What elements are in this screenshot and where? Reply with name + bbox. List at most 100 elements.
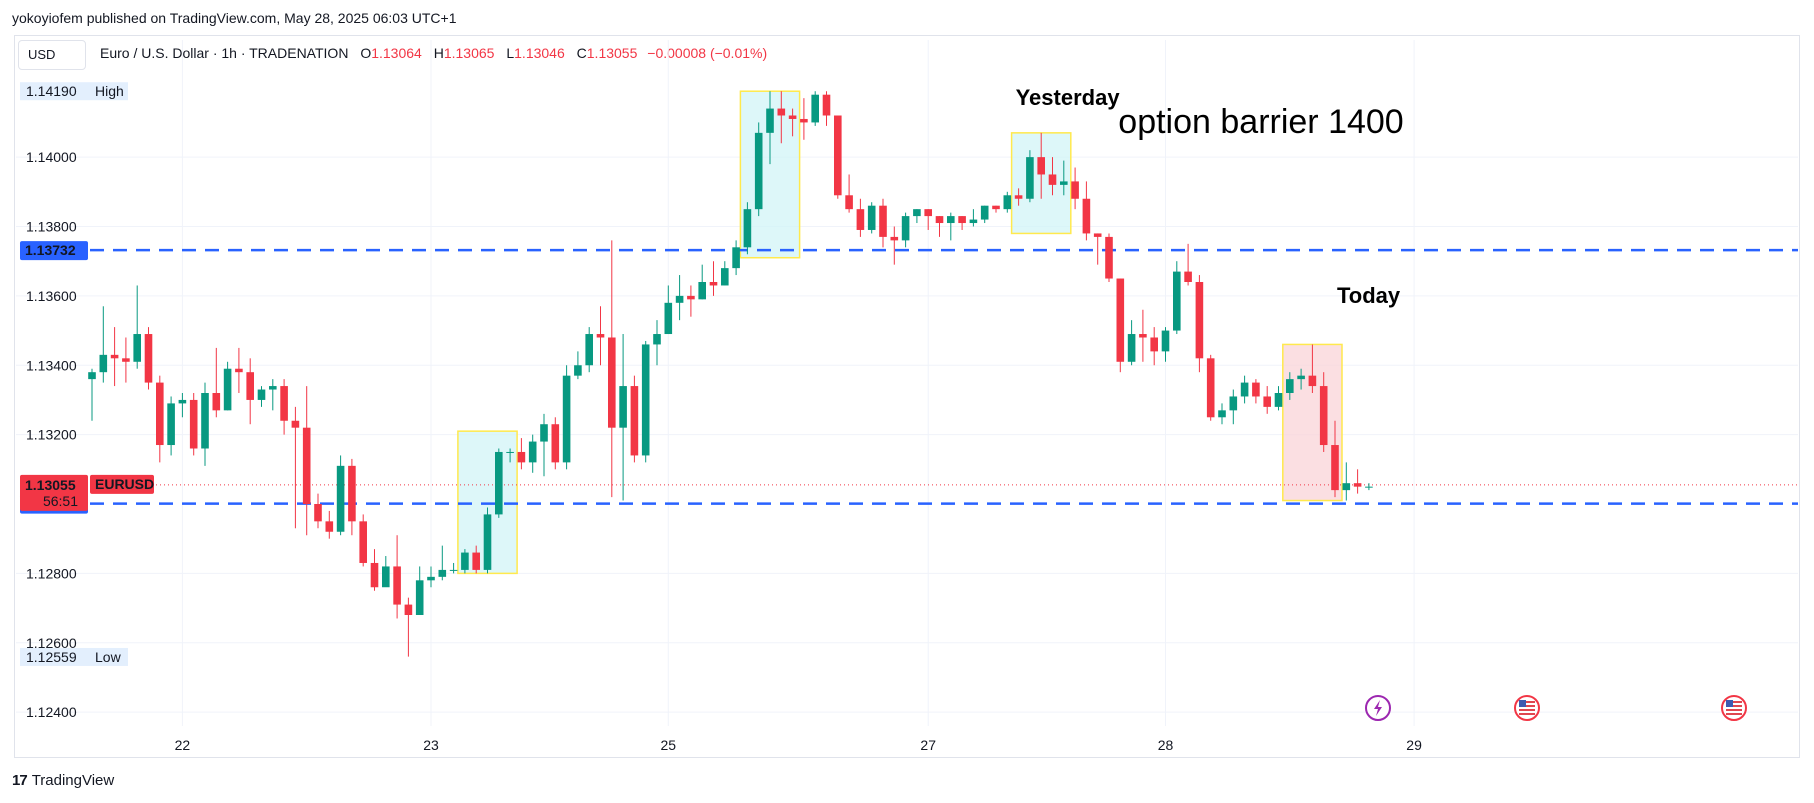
close-label: C — [576, 45, 587, 61]
tradingview-logo[interactable]: 17 TradingView — [12, 772, 114, 789]
x-tick-label: 23 — [423, 737, 439, 753]
y-tick-label: 1.13800 — [26, 219, 77, 235]
candle-body — [1093, 233, 1102, 237]
annotation-text: Yesterday — [1016, 85, 1121, 110]
x-tick-label: 25 — [661, 737, 677, 753]
lightning-event-icon — [1365, 695, 1391, 721]
last-price-value: 1.13055 — [25, 477, 76, 493]
change-value: −0.00008 (−0.01%) — [647, 45, 768, 61]
candle-body — [167, 403, 175, 446]
symbol-name: Euro / U.S. Dollar · 1h · TRADENATION — [100, 45, 349, 61]
candle-body — [867, 205, 876, 230]
last-price-countdown: 56:51 — [43, 493, 78, 509]
candle-body — [992, 205, 1000, 210]
candle-body — [438, 569, 447, 577]
close-value: 1.13055 — [586, 45, 638, 61]
chart-frame — [14, 35, 1800, 758]
candle-body — [257, 389, 266, 400]
candle-body — [1274, 393, 1283, 407]
candle-body — [879, 205, 887, 237]
flag-stripe — [1519, 701, 1535, 703]
symbol-tag-text: EURUSD — [95, 476, 154, 492]
y-tick-label: 1.13600 — [26, 288, 77, 304]
level-tag-value: 1.13732 — [25, 242, 76, 258]
candle-body — [811, 94, 819, 123]
candle-body — [754, 132, 763, 210]
candle-body — [562, 375, 571, 463]
symbol-legend: Euro / U.S. Dollar · 1h · TRADENATION O 1… — [100, 45, 767, 61]
candle-body — [1365, 486, 1373, 488]
candle-body — [246, 372, 254, 400]
x-tick-label: 28 — [1158, 737, 1174, 753]
us-flag-event-icon-ring — [1514, 695, 1540, 721]
candle-body — [122, 358, 130, 362]
candle-body — [1331, 445, 1339, 491]
candle-body — [1308, 375, 1317, 387]
candle-body — [585, 334, 593, 366]
annotation-text: option barrier 1400 — [1118, 103, 1403, 141]
candle-body — [901, 216, 910, 241]
flag-stripe — [1726, 709, 1742, 711]
tv-logo-icon: 17 — [12, 772, 28, 789]
x-tick-label: 22 — [175, 737, 191, 753]
candle-body — [1240, 382, 1249, 397]
candle-body — [1048, 174, 1057, 185]
y-tick-label: 1.12400 — [26, 704, 77, 720]
candle-body — [1206, 358, 1215, 418]
candle-body — [630, 386, 639, 456]
candle-body — [314, 504, 322, 522]
flag-stripe — [1519, 705, 1535, 707]
horizontal-levels — [21, 248, 1798, 505]
candle-body — [88, 372, 96, 380]
candle-body — [201, 393, 209, 449]
candle-body — [1060, 181, 1068, 185]
candle-body — [291, 420, 300, 428]
low-marker-bg — [20, 647, 128, 666]
candle-body — [800, 118, 808, 123]
candle-body — [1286, 379, 1294, 393]
candle-body — [483, 514, 492, 570]
candle-body — [235, 368, 243, 373]
time-axis: 22 23 25 27 28 29 — [175, 737, 1422, 753]
candle-body — [1026, 157, 1034, 199]
candle-body — [1263, 396, 1271, 407]
candle-body — [189, 399, 198, 449]
candle-body — [935, 216, 944, 224]
candle-body — [687, 295, 695, 300]
candle-body — [404, 604, 413, 615]
candle-body — [223, 368, 232, 411]
candle-body — [212, 393, 221, 411]
candle-body — [1252, 382, 1260, 397]
open-label: O — [360, 45, 372, 61]
candle-body — [1319, 386, 1328, 446]
candle-body — [777, 108, 786, 116]
candle-body — [1297, 375, 1305, 380]
candle-body — [924, 209, 932, 217]
x-tick-label: 29 — [1406, 737, 1422, 753]
high-value: 1.13065 — [443, 45, 495, 61]
candle-body — [834, 115, 842, 196]
candle-body — [1150, 337, 1158, 352]
candle-body — [958, 216, 966, 224]
flag-canton — [1519, 700, 1526, 707]
currency-button[interactable]: USD — [18, 40, 86, 70]
candle-body — [596, 334, 605, 338]
candle-body — [709, 282, 718, 286]
low-label: L — [506, 45, 515, 61]
low-marker-label: Low — [95, 649, 122, 665]
high-label: H — [433, 45, 444, 61]
candle-body — [1218, 410, 1226, 418]
flag-canton — [1726, 700, 1733, 707]
candle-body — [99, 354, 108, 373]
candle-body — [1003, 195, 1012, 210]
candle-body — [178, 399, 187, 404]
candle-body — [415, 580, 424, 615]
candle-body — [1184, 271, 1192, 282]
candle-body — [156, 382, 164, 446]
high-marker-bg — [20, 82, 128, 101]
flag-stripe — [1519, 709, 1535, 711]
candle-body — [348, 465, 356, 522]
candle-body — [721, 268, 729, 286]
high-marker-label: High — [95, 83, 124, 99]
